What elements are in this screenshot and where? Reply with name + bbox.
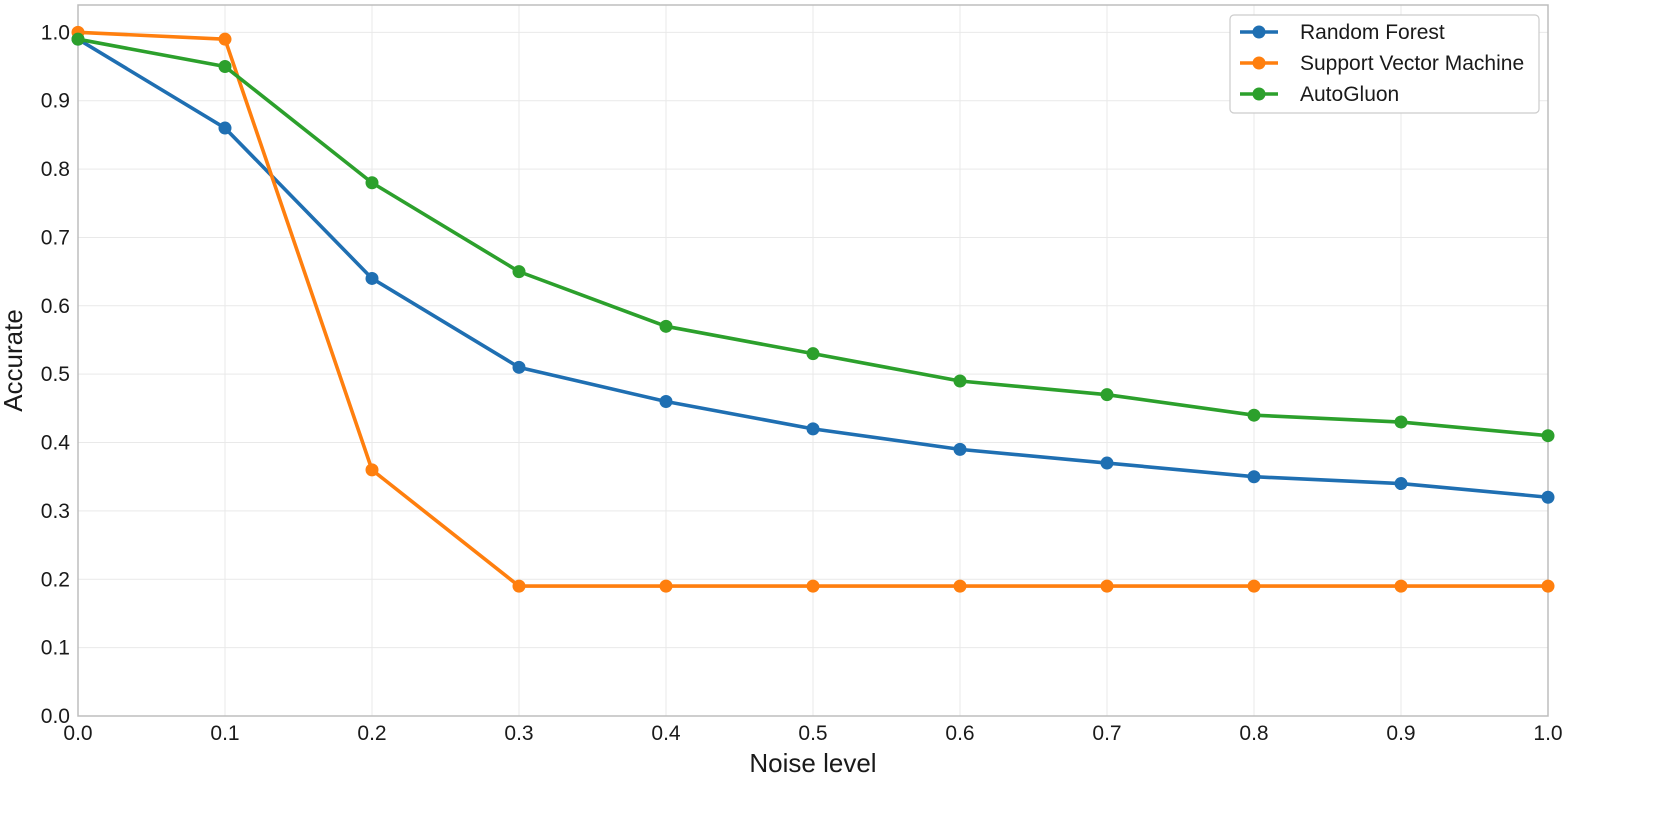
x-tick-label: 0.9 bbox=[1386, 722, 1415, 745]
data-point bbox=[365, 271, 379, 285]
x-tick-label: 0.5 bbox=[798, 722, 827, 745]
x-tick-label: 0.1 bbox=[210, 722, 239, 745]
legend-marker bbox=[1252, 56, 1266, 70]
series-autogluon bbox=[71, 32, 1555, 443]
data-point bbox=[1541, 579, 1555, 593]
data-point bbox=[806, 422, 820, 436]
data-point bbox=[365, 176, 379, 190]
y-tick-label: 1.0 bbox=[41, 21, 70, 44]
data-point bbox=[953, 442, 967, 456]
y-tick-label: 0.3 bbox=[41, 500, 70, 523]
y-tick-label: 0.0 bbox=[41, 705, 70, 728]
legend-item: Random Forest bbox=[1240, 21, 1445, 44]
data-point bbox=[806, 579, 820, 593]
y-tick-label: 0.9 bbox=[41, 90, 70, 113]
x-tick-label: 1.0 bbox=[1533, 722, 1562, 745]
x-tick-label: 0.2 bbox=[357, 722, 386, 745]
x-tick-label: 0.4 bbox=[651, 722, 681, 745]
y-axis-label: Accurate bbox=[0, 309, 28, 412]
data-point bbox=[365, 463, 379, 477]
data-point bbox=[659, 579, 673, 593]
data-point bbox=[1394, 415, 1408, 429]
legend-marker bbox=[1252, 87, 1266, 101]
data-point bbox=[953, 579, 967, 593]
legend: Random Forest Support Vector Machine AutoG… bbox=[1229, 14, 1540, 114]
x-tick-label: 0.6 bbox=[945, 722, 974, 745]
data-point bbox=[1247, 408, 1261, 422]
data-point bbox=[1247, 579, 1261, 593]
data-point bbox=[659, 319, 673, 333]
y-tick-label: 0.4 bbox=[41, 432, 71, 455]
x-axis-label: Noise level bbox=[749, 748, 876, 778]
y-tick-label: 0.7 bbox=[41, 226, 70, 249]
y-tick-label: 0.2 bbox=[41, 568, 70, 591]
data-point bbox=[512, 360, 526, 374]
x-tick-label: 0.0 bbox=[63, 722, 92, 745]
data-point bbox=[1394, 579, 1408, 593]
data-point bbox=[71, 32, 85, 46]
y-tick-label: 0.8 bbox=[41, 158, 70, 181]
series-group bbox=[71, 25, 1555, 593]
data-point bbox=[1541, 429, 1555, 443]
y-tick-label: 0.6 bbox=[41, 295, 70, 318]
y-tick-label: 0.5 bbox=[41, 363, 70, 386]
data-point bbox=[1247, 470, 1261, 484]
legend-box bbox=[1229, 14, 1540, 114]
data-point bbox=[1100, 456, 1114, 470]
data-point bbox=[218, 60, 232, 74]
data-point bbox=[1100, 579, 1114, 593]
data-point bbox=[1394, 477, 1408, 491]
x-tick-label: 0.3 bbox=[504, 722, 533, 745]
plot-area-frame bbox=[77, 4, 1549, 717]
data-point bbox=[218, 32, 232, 46]
data-point bbox=[1541, 490, 1555, 504]
legend-label: Support Vector Machine bbox=[1300, 52, 1524, 75]
legend-label: AutoGluon bbox=[1300, 83, 1399, 106]
data-point bbox=[953, 374, 967, 388]
legend-item: Support Vector Machine bbox=[1240, 52, 1524, 75]
x-tick-label: 0.8 bbox=[1239, 722, 1268, 745]
data-point bbox=[806, 347, 820, 361]
y-tick-label: 0.1 bbox=[41, 637, 70, 660]
legend-label: Random Forest bbox=[1300, 21, 1445, 44]
legend-marker bbox=[1252, 25, 1266, 39]
data-point bbox=[1100, 388, 1114, 402]
data-point bbox=[512, 265, 526, 279]
x-tick-label: 0.7 bbox=[1092, 722, 1121, 745]
tick-labels: 0.0 0.1 0.2 0.3 0.4 0.5 0.6 0.7 0.8 0.9 1.0 0.0 0.1 0… bbox=[41, 21, 1563, 745]
data-point bbox=[659, 395, 673, 409]
legend-item: AutoGluon bbox=[1240, 83, 1399, 106]
data-point bbox=[218, 121, 232, 135]
data-point bbox=[512, 579, 526, 593]
